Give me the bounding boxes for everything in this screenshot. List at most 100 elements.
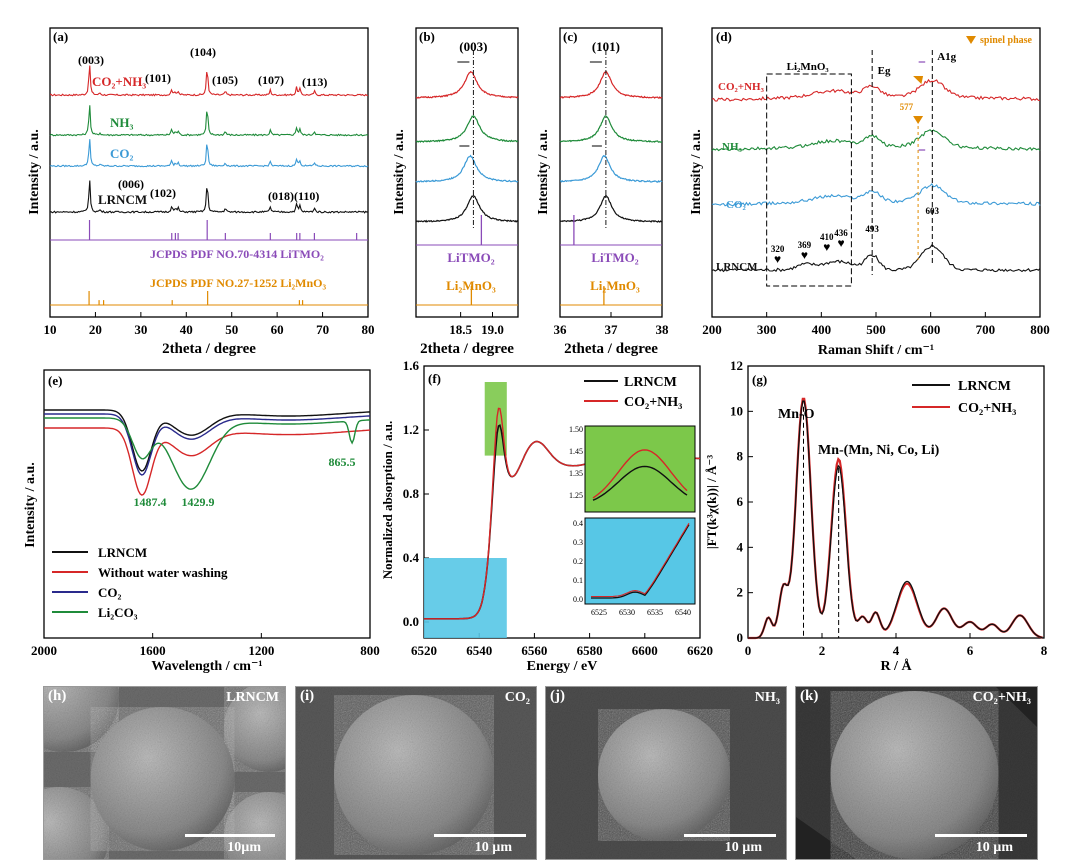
panel-d-xtick-label: 700 bbox=[976, 322, 996, 337]
panel-e-xlabel: Wavelength / cm⁻¹ bbox=[151, 659, 262, 674]
panel-f-xtick-label: 6580 bbox=[577, 643, 603, 658]
panel-f-xlabel: Energy / eV bbox=[527, 659, 598, 674]
panel-a-xtick-label: 40 bbox=[180, 322, 193, 337]
panel-a-series-nh3 bbox=[49, 105, 369, 137]
panel-d-peak-label: 436 bbox=[834, 228, 848, 238]
panel-e-legend-label: LRNCM bbox=[98, 545, 147, 560]
panel-g-series-lrncm bbox=[748, 400, 1043, 639]
panel-d-frame bbox=[711, 27, 1041, 318]
panel-d-label: (d) bbox=[716, 29, 732, 44]
panel-d-eg-label: Eg bbox=[878, 65, 891, 77]
panel-c-label: (c) bbox=[563, 29, 577, 44]
panel-d-xtick-label: 600 bbox=[921, 322, 941, 337]
panel-b-series bbox=[415, 154, 519, 183]
panel-a-xtick-label: 60 bbox=[271, 322, 284, 337]
panel-f-ylabel: Normalized absorption / a.u. bbox=[380, 421, 395, 580]
sem-sample-tag: CO₂+NH₃ bbox=[972, 690, 1031, 705]
panel-e-xtick-label: 1600 bbox=[140, 643, 166, 658]
panel-e-xtick-label: 2000 bbox=[31, 643, 57, 658]
panel-a-hkl-annotation: (101) bbox=[145, 71, 171, 85]
panel-f-inset-bottom-ytick: 0.2 bbox=[573, 557, 583, 566]
panel-a-xtick-label: 80 bbox=[362, 322, 375, 337]
panel-g-ytick-label: 10 bbox=[730, 403, 743, 418]
sem-scale-label: 10 µm bbox=[474, 840, 512, 855]
sem-scale-bar bbox=[935, 834, 1027, 837]
panel-c-xtick-label: 37 bbox=[605, 322, 619, 337]
sem-sample-tag: CO₂ bbox=[504, 690, 530, 705]
sem-panel-label: (j) bbox=[550, 688, 565, 704]
panel-e-legend-label: CO₂ bbox=[98, 585, 122, 600]
panel-b-xlabel: 2theta / degree bbox=[420, 341, 514, 357]
panel-b-series bbox=[415, 114, 519, 143]
sem-micrograph bbox=[44, 687, 285, 859]
sem-sample-tag: LRNCM bbox=[226, 690, 279, 705]
sem-sample-tag: NH₃ bbox=[754, 690, 780, 705]
sem-image-k: (k) CO₂+NH₃ 10 µm bbox=[795, 686, 1038, 860]
panel-g-xtick-label: 4 bbox=[893, 643, 900, 658]
sem-image-i: (i) CO₂ 10 µm bbox=[295, 686, 537, 860]
panel-a-ref-label: JCPDS PDF NO.70-4314 LiTMO₂ bbox=[150, 247, 324, 261]
panel-f-legend-label: CO₂+NH₃ bbox=[624, 395, 682, 410]
panel-g-xtick-label: 0 bbox=[745, 643, 752, 658]
panel-c-xlabel: 2theta / degree bbox=[564, 341, 658, 357]
panel-g-xtick-label: 8 bbox=[1041, 643, 1048, 658]
panel-f-legend-label: LRNCM bbox=[624, 375, 677, 390]
panel-e-xtick-label: 1200 bbox=[248, 643, 274, 658]
panel-f-ytick-label: 1.2 bbox=[403, 422, 419, 437]
panel-g-ytick-label: 12 bbox=[730, 358, 743, 373]
panel-f-highlight-box bbox=[484, 382, 507, 456]
panel-g-ytick-label: 4 bbox=[737, 539, 744, 554]
sem-panel-label: (i) bbox=[300, 688, 315, 704]
panel-f-inset-bottom-xtick: 6530 bbox=[619, 608, 635, 617]
panel-a-series-lrncm bbox=[49, 180, 369, 214]
panel-f-xtick-label: 6520 bbox=[411, 643, 437, 658]
panel-g-mnm-label: Mn-(Mn, Ni, Co, Li) bbox=[818, 443, 940, 458]
panel-b-ylabel: Intensity / a.u. bbox=[392, 129, 407, 215]
panel-f-inset-bottom-xtick: 6535 bbox=[647, 608, 663, 617]
panel-g-legend-label: CO₂+NH₃ bbox=[958, 401, 1016, 416]
panel-d-peak-label: 369 bbox=[798, 240, 812, 250]
panel-a-hkl-annotation: (003) bbox=[78, 53, 104, 67]
panel-a-label: (a) bbox=[53, 29, 68, 44]
sem-scale-label: 10 µm bbox=[724, 840, 762, 855]
panel-f-ytick-label: 0.0 bbox=[403, 614, 419, 629]
panel-e-series bbox=[44, 427, 371, 496]
panel-b-xtick-label: 18.5 bbox=[449, 322, 472, 337]
panel-c-series bbox=[559, 71, 663, 99]
panel-a-hkl-annotation: (102) bbox=[150, 186, 176, 200]
panel-f-ytick-label: 0.8 bbox=[403, 486, 420, 501]
panel-d-series-label: NH₃ bbox=[722, 141, 743, 153]
panel-d-peak-label: 320 bbox=[771, 244, 785, 254]
panel-e-legend-label: Li₂CO₃ bbox=[98, 605, 138, 620]
panel-a-hkl-annotation: (006) bbox=[118, 177, 144, 191]
panel-a-hkl-annotation: (018)(110) bbox=[268, 189, 319, 203]
panel-b-ref-label: Li₂MnO₃ bbox=[446, 278, 496, 293]
panel-d-series-label: LRNCM bbox=[716, 261, 758, 273]
panel-f-inset-bottom bbox=[584, 517, 696, 605]
panel-d-peak-heart-icon: ♥ bbox=[823, 240, 830, 254]
panel-g-label: (g) bbox=[752, 372, 767, 387]
panel-f-inset-top-series bbox=[592, 449, 688, 499]
panel-d-series-label: CO₂ bbox=[726, 199, 747, 211]
panel-a-xtick-label: 70 bbox=[316, 322, 329, 337]
panel-d-spinel-marker bbox=[913, 76, 924, 84]
panel-g-xtick-label: 6 bbox=[967, 643, 974, 658]
panel-g-series-co2nh3 bbox=[748, 397, 1043, 640]
panel-f-inset-bottom-ytick: 0.0 bbox=[573, 595, 583, 604]
panel-g-ytick-label: 2 bbox=[737, 585, 744, 600]
panel-g-ytick-label: 0 bbox=[737, 630, 744, 645]
panel-d-577-label: 577 bbox=[900, 102, 914, 112]
panel-c-ref-label: LiTMO₂ bbox=[591, 250, 638, 265]
sem-scale-bar bbox=[185, 834, 275, 837]
panel-e-ylabel: Intensity / a.u. bbox=[23, 462, 38, 548]
panel-f-ytick-label: 1.6 bbox=[403, 358, 420, 373]
panel-d-xtick-label: 500 bbox=[866, 322, 886, 337]
sem-scale-label: 10 µm bbox=[975, 840, 1013, 855]
panel-g-ylabel: |FT(k³χ(k))| / Å⁻³ bbox=[704, 455, 719, 549]
panel-g-ytick-label: 8 bbox=[737, 449, 744, 464]
panel-a-xtick-label: 20 bbox=[89, 322, 102, 337]
panel-e-frame bbox=[43, 369, 371, 639]
sem-micrograph bbox=[296, 687, 536, 859]
panel-d-peak-heart-icon: ♥ bbox=[837, 236, 844, 250]
panel-d-xlabel: Raman Shift / cm⁻¹ bbox=[818, 343, 934, 358]
